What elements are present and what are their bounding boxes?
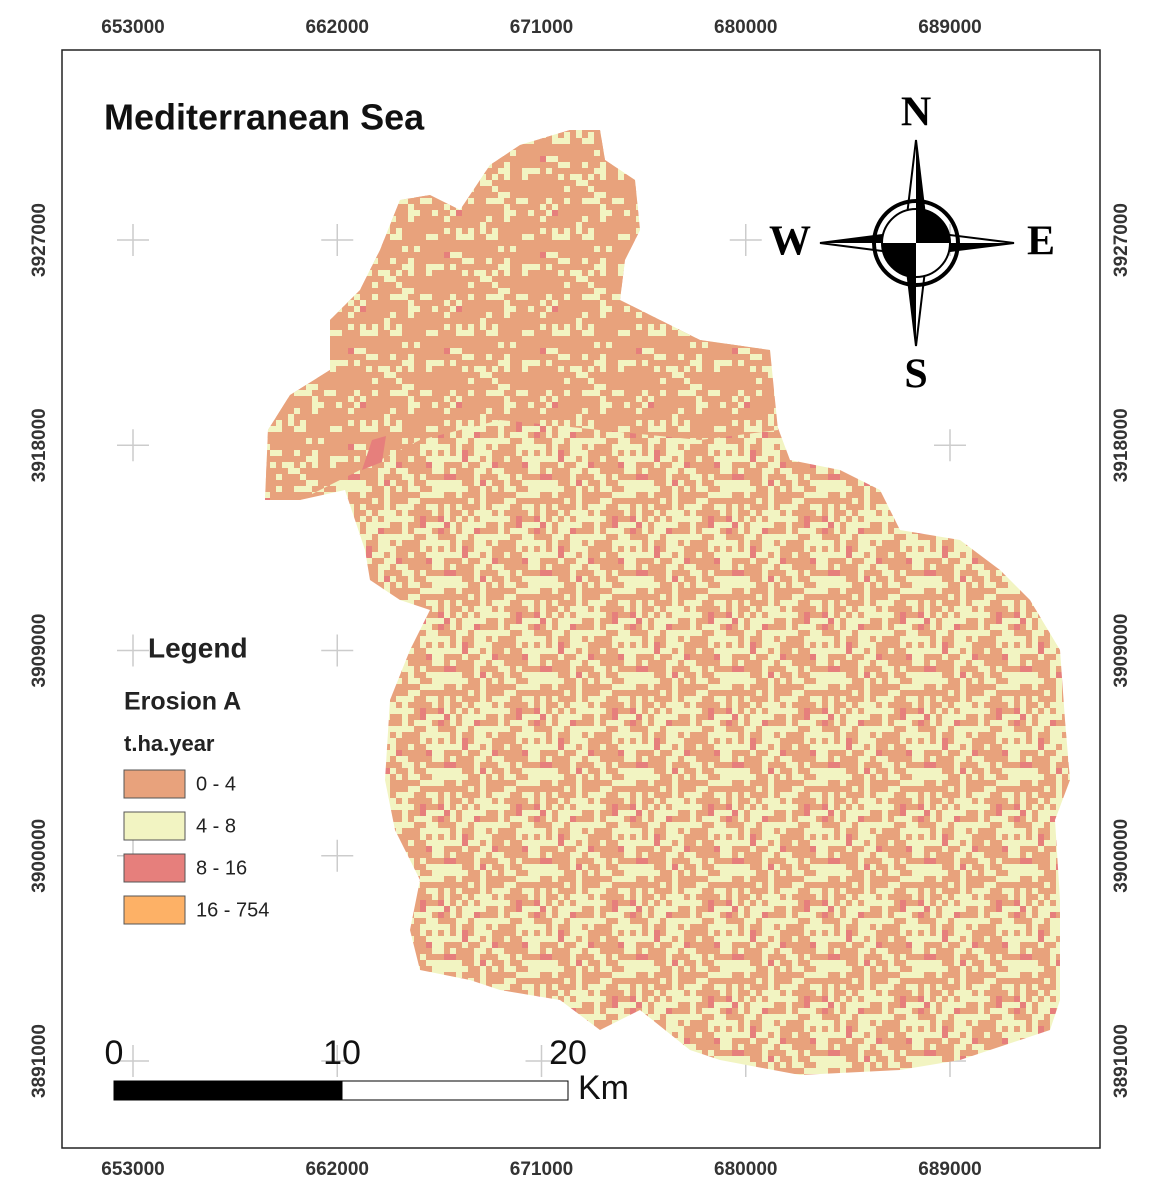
x-tick-label: 689000 (918, 17, 981, 38)
x-tick-label: 662000 (306, 17, 369, 38)
y-tick-label: 3909000 (29, 614, 50, 688)
x-tick-label: 671000 (510, 1159, 573, 1180)
legend-swatch (124, 770, 185, 798)
x-tick-label: 653000 (101, 1159, 164, 1180)
compass-s: S (904, 352, 927, 398)
scale-label: 0 (105, 1034, 124, 1072)
y-tick-label: 3900000 (29, 819, 50, 893)
y-tick-label: 3918000 (1111, 408, 1132, 482)
y-tick-label: 3909000 (1111, 614, 1132, 688)
scale-segment (114, 1081, 342, 1100)
x-tick-label: 671000 (510, 17, 573, 38)
scale-label: 10 (323, 1034, 361, 1072)
x-tick-label: 662000 (306, 1159, 369, 1180)
y-tick-label: 3918000 (29, 408, 50, 482)
y-tick-label: 3891000 (29, 1024, 50, 1098)
legend-label: 8 - 16 (196, 857, 247, 879)
scale-label: 20 (549, 1034, 587, 1072)
scale-segment (342, 1081, 568, 1100)
legend-swatch (124, 854, 185, 882)
scale-unit: Km (578, 1069, 629, 1107)
compass-w: W (769, 219, 811, 265)
y-tick-label: 3927000 (1111, 203, 1132, 277)
compass-n: N (901, 90, 931, 136)
legend-label: 4 - 8 (196, 815, 236, 837)
legend-swatch (124, 812, 185, 840)
legend-label: 16 - 754 (196, 899, 269, 921)
y-tick-label: 3900000 (1111, 819, 1132, 893)
compass-e: E (1027, 219, 1055, 265)
y-tick-label: 3891000 (1111, 1024, 1132, 1098)
legend-label: 0 - 4 (196, 773, 236, 795)
map-title: Mediterranean Sea (104, 97, 425, 138)
legend-swatch (124, 896, 185, 924)
legend-subtitle: Erosion A (124, 688, 241, 716)
legend-title: Legend (148, 632, 248, 663)
x-tick-label: 653000 (101, 17, 164, 38)
legend-unit: t.ha.year (124, 731, 215, 756)
map-figure: Mediterranean Sea N S W E Legend Erosion… (0, 0, 1152, 1181)
x-tick-label: 680000 (714, 17, 777, 38)
y-tick-label: 3927000 (29, 203, 50, 277)
x-tick-label: 680000 (714, 1159, 777, 1180)
x-tick-label: 689000 (918, 1159, 981, 1180)
